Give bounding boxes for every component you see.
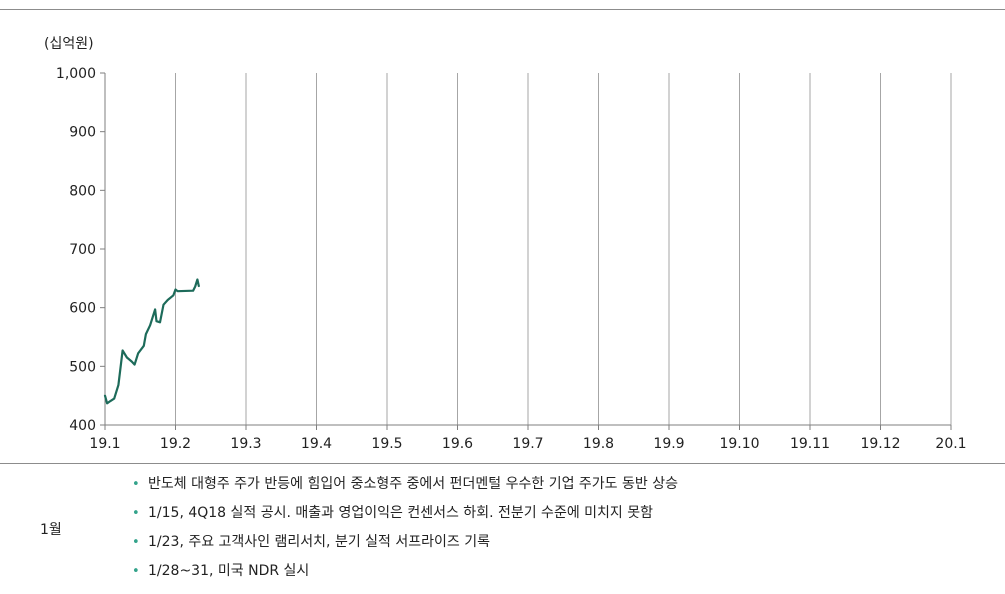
top-rule (0, 9, 1005, 10)
x-tick-label: 19.10 (719, 436, 759, 452)
y-tick-label: 800 (69, 183, 96, 199)
x-tick-label: 19.2 (160, 436, 191, 452)
note-text: 1/23, 주요 고객사인 램리서치, 분기 실적 서프라이즈 기록 (148, 534, 490, 550)
note-text: 1/28~31, 미국 NDR 실시 (148, 563, 310, 579)
x-tick-label: 19.11 (790, 436, 830, 452)
note-item: • 1/28~31, 미국 NDR 실시 (132, 557, 678, 586)
x-tick-label: 19.9 (653, 436, 684, 452)
y-axis-unit-label: (십억원) (44, 36, 94, 52)
x-tick-label: 19.8 (583, 436, 614, 452)
month-label: 1월 (40, 522, 62, 538)
y-tick-label: 600 (69, 301, 96, 317)
bullet-icon: • (132, 535, 140, 550)
x-tick-label: 19.4 (301, 436, 332, 452)
note-text: 반도체 대형주 주가 반등에 힘입어 중소형주 중에서 펀더멘털 우수한 기업 … (148, 476, 678, 492)
section-divider (0, 463, 1005, 464)
bullet-icon: • (132, 506, 140, 521)
series-line (103, 278, 200, 405)
y-tick-label: 400 (69, 418, 96, 434)
gridlines (175, 73, 952, 425)
note-item: • 1/23, 주요 고객사인 램리서치, 분기 실적 서프라이즈 기록 (132, 528, 678, 557)
note-item: • 1/15, 4Q18 실적 공시. 매출과 영업이익은 컨센서스 하회. 전분… (132, 499, 678, 528)
bullet-icon: • (132, 477, 140, 492)
axes (100, 72, 952, 430)
bullet-icon: • (132, 564, 140, 579)
notes-list: • 반도체 대형주 주가 반등에 힘입어 중소형주 중에서 펀더멘털 우수한 기업… (132, 470, 678, 586)
stock-price-line-chart: 400 500 600 700 800 900 1,000 19.1 19.2 19.3 19.4 1… (56, 66, 967, 452)
x-tick-label: 20.1 (935, 436, 966, 452)
x-tick-label: 19.12 (860, 436, 900, 452)
tick-labels: 400 500 600 700 800 900 1,000 19.1 19.2 19.3 19.4 1… (56, 66, 967, 452)
x-tick-label: 19.1 (89, 436, 120, 452)
y-tick-label: 1,000 (56, 66, 96, 82)
note-text: 1/15, 4Q18 실적 공시. 매출과 영업이익은 컨센서스 하회. 전분기… (148, 505, 654, 521)
y-tick-label: 500 (69, 359, 96, 375)
x-tick-label: 19.5 (371, 436, 402, 452)
x-tick-label: 19.6 (442, 436, 473, 452)
x-tick-label: 19.3 (230, 436, 261, 452)
y-tick-label: 700 (69, 242, 96, 258)
y-tick-label: 900 (69, 125, 96, 141)
series-layer (103, 278, 200, 405)
note-item: • 반도체 대형주 주가 반등에 힘입어 중소형주 중에서 펀더멘털 우수한 기업… (132, 470, 678, 499)
x-tick-label: 19.7 (512, 436, 543, 452)
